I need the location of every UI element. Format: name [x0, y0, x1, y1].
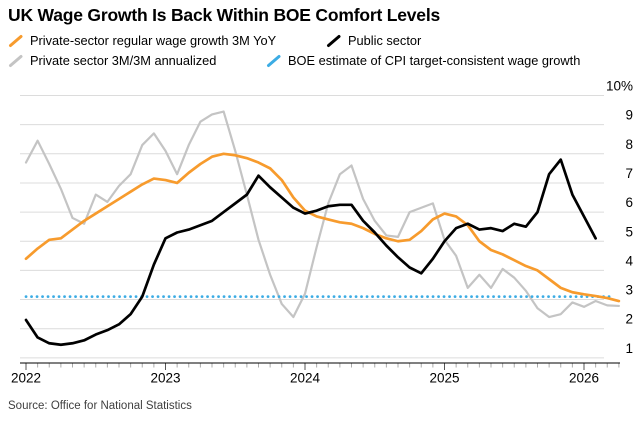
series-public-line	[24, 158, 597, 347]
legend-label-boe: BOE estimate of CPI target-consistent wa…	[288, 53, 581, 68]
y-tick-label: 8	[625, 137, 633, 152]
legend-item-boe: BOE estimate of CPI target-consistent wa…	[266, 53, 580, 68]
y-tick-label: 1	[625, 341, 633, 356]
legend-label-private-3m3m: Private sector 3M/3M annualized	[30, 53, 217, 68]
series-private-3m3m-line	[24, 110, 620, 319]
source-note: Source: Office for National Statistics	[8, 400, 192, 412]
legend-item-private-3m3m: Private sector 3M/3M annualized	[8, 53, 216, 68]
y-tick-label: 7	[625, 166, 633, 181]
legend-item-public: Public sector	[326, 33, 421, 48]
y-tick-label: 10%	[606, 79, 633, 94]
y-tick-label: 5	[625, 224, 633, 239]
legend-swatch-orange-icon	[9, 34, 23, 47]
chart-title: UK Wage Growth Is Back Within BOE Comfor…	[8, 5, 441, 25]
x-tick-label: 2023	[150, 371, 180, 386]
legend-swatch-blue-icon	[267, 54, 281, 67]
legend-label-private-regular: Private-sector regular wage growth 3M Yo…	[30, 33, 277, 48]
series-private-regular-line	[24, 152, 621, 303]
y-tick-label: 6	[625, 195, 633, 210]
y-tick-label: 3	[625, 283, 633, 298]
x-tick-label: 2026	[569, 371, 599, 386]
legend-label-public: Public sector	[348, 33, 422, 48]
legend-swatch-gray-icon	[9, 54, 23, 67]
x-tick-label: 2022	[11, 371, 41, 386]
legend-item-private-regular: Private-sector regular wage growth 3M Yo…	[8, 33, 276, 48]
legend-swatch-black-icon	[327, 34, 341, 47]
x-tick-label: 2025	[429, 371, 459, 386]
x-tick-label: 2024	[290, 371, 321, 386]
y-tick-label: 9	[625, 108, 633, 123]
y-tick-label: 4	[625, 253, 633, 268]
y-tick-label: 2	[625, 312, 633, 327]
